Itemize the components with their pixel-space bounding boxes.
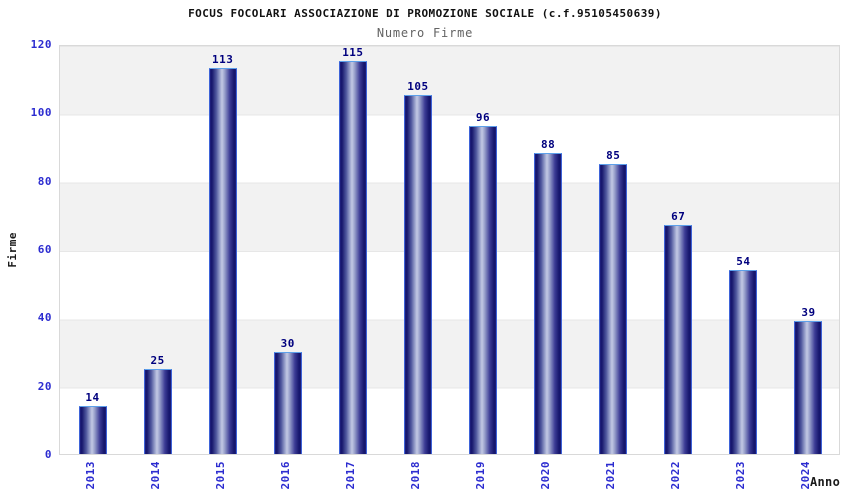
x-tick-label: 2023 <box>734 461 748 490</box>
bar-2017 <box>338 61 367 454</box>
bar-value-label: 14 <box>85 391 100 405</box>
chart-subtitle: Numero Firme <box>376 26 474 40</box>
bar-value-label: 88 <box>541 138 556 152</box>
y-tick-label: 0 <box>44 448 52 461</box>
bar-value-label: 30 <box>280 336 295 350</box>
y-tick-label: 100 <box>30 106 52 120</box>
x-tick-label: 2022 <box>669 461 683 490</box>
x-tick-label: 2018 <box>408 461 422 490</box>
bar-value-label: 25 <box>150 353 165 367</box>
bar-2021 <box>599 163 628 454</box>
bar-value-label: 54 <box>736 254 751 268</box>
y-tick-label: 60 <box>37 243 52 256</box>
y-tick-label: 20 <box>37 379 52 393</box>
bar-value-label: 85 <box>606 148 621 162</box>
x-tick-label: 2014 <box>148 461 162 490</box>
bar-2016 <box>273 351 302 454</box>
plot-area: 14 25 113 30 115 105 96 88 85 67 54 39 <box>59 45 840 455</box>
bar-2018 <box>403 95 432 454</box>
x-tick-label: 2019 <box>474 461 488 490</box>
bar-value-label: 67 <box>671 210 686 224</box>
x-tick-label: 2021 <box>604 461 618 490</box>
x-tick-label: 2016 <box>278 461 292 490</box>
bar-2013 <box>78 406 107 454</box>
x-tick-label: 2013 <box>83 461 97 490</box>
bar-2020 <box>534 153 563 454</box>
x-tick-label: 2024 <box>799 461 813 490</box>
x-tick-label: 2015 <box>213 461 227 490</box>
bar-2014 <box>143 368 172 454</box>
x-axis-title: Anno <box>810 475 841 489</box>
y-tick-label: 80 <box>37 174 52 188</box>
y-tick-label: 120 <box>30 38 52 51</box>
x-tick-label: 2017 <box>343 461 357 490</box>
bar-value-label: 115 <box>342 46 364 60</box>
y-tick-label: 40 <box>37 311 52 325</box>
bar-2015 <box>208 67 237 454</box>
bar-value-label: 39 <box>801 305 816 319</box>
chart-title: FOCUS FOCOLARI ASSOCIAZIONE DI PROMOZION… <box>188 7 662 20</box>
bar-2023 <box>729 269 758 454</box>
bar-value-label: 96 <box>475 111 491 124</box>
x-tick-label: 2020 <box>539 461 553 490</box>
bar-2022 <box>664 225 693 454</box>
bar-value-label: 113 <box>212 52 234 66</box>
bar-2024 <box>794 320 823 454</box>
bar-2019 <box>469 126 498 454</box>
bar-value-label: 105 <box>407 80 429 94</box>
